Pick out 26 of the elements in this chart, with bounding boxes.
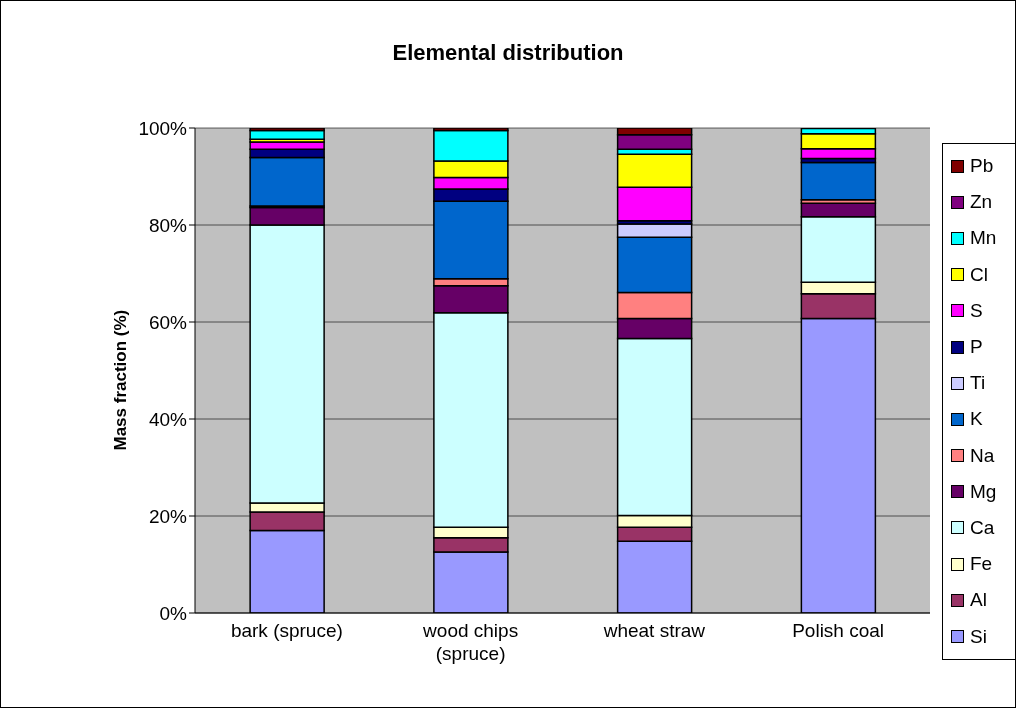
y-tick-label: 0% [159,602,188,624]
y-tick-label: 20% [148,505,188,527]
y-tick-label: 60% [148,311,188,333]
legend-label: Al [970,589,987,612]
legend-label: Mn [970,227,997,250]
y-tick-label: 40% [148,408,188,430]
chart-title: Elemental distribution [391,40,625,66]
legend-label: Zn [970,191,993,214]
y-axis-title: Mass fraction (%) [111,309,131,451]
legend-label: S [970,299,983,322]
legend-label: Mg [970,480,997,503]
legend-label: Fe [970,553,993,576]
y-tick-label: 80% [148,214,188,236]
legend-label: Cl [970,263,988,286]
x-tick-label: bark (spruce) [230,620,343,641]
legend-label: P [970,336,983,359]
legend-label: Pb [970,155,994,178]
x-tick-label: Polish coal [792,620,885,641]
legend-label: K [970,408,983,431]
legend-label: Si [970,625,987,648]
x-tick-label: wheat straw [602,620,706,641]
legend-label: Na [970,444,995,467]
y-tick-label: 100% [138,117,188,139]
legend-label: Ti [970,372,986,395]
x-tick-label: wood chips (spruce) [422,620,519,664]
legend-label: Ca [970,516,995,539]
